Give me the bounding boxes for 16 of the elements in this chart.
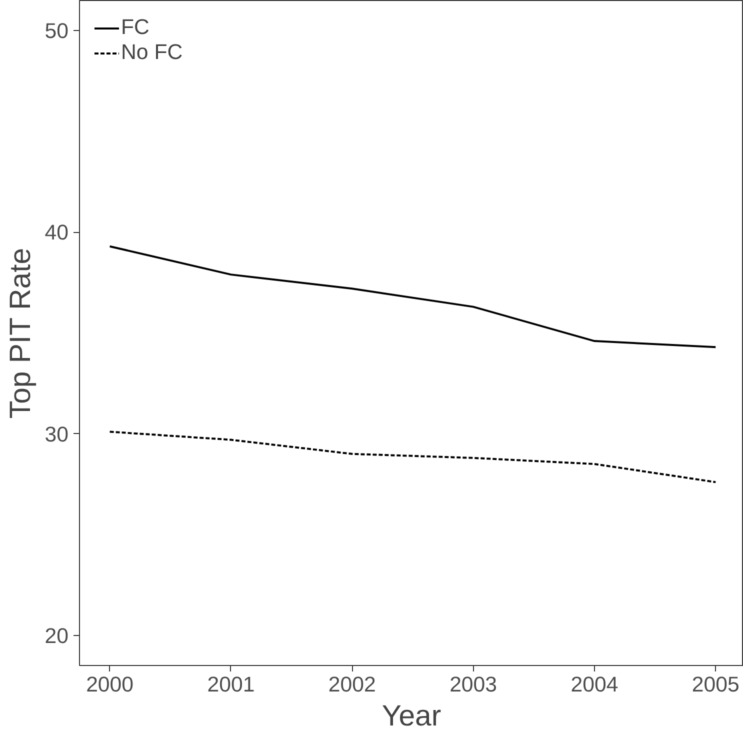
x-tick-label: 2005 bbox=[692, 672, 740, 696]
y-tick-label: 30 bbox=[44, 422, 69, 446]
x-tick-label: 2000 bbox=[86, 672, 134, 696]
y-axis-title: Top PIT Rate bbox=[4, 248, 37, 419]
x-tick-label: 2002 bbox=[328, 672, 376, 696]
x-tick-label: 2001 bbox=[207, 672, 255, 696]
y-tick-label: 20 bbox=[44, 624, 69, 648]
y-tick-label: 40 bbox=[44, 220, 69, 245]
legend-label: No FC bbox=[121, 40, 183, 65]
line-series bbox=[108, 245, 717, 348]
legend-label: FC bbox=[121, 15, 150, 40]
x-tick-label: 2003 bbox=[450, 672, 498, 696]
x-tick-label: 2004 bbox=[570, 672, 618, 696]
line-series bbox=[108, 430, 717, 484]
x-axis-title: Year bbox=[382, 700, 442, 732]
y-tick-label: 50 bbox=[44, 19, 69, 44]
